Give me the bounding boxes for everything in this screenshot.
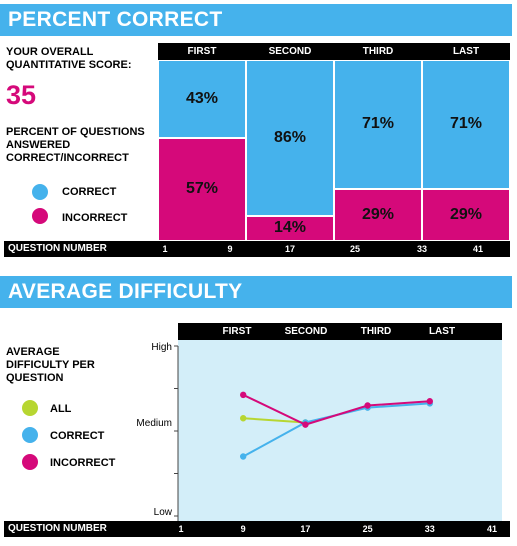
average-difficulty-banner: AVERAGE DIFFICULTY <box>0 276 512 308</box>
question-number-bar-1 <box>4 241 510 257</box>
all-legend-dot <box>22 400 38 416</box>
question-number-label-2: QUESTION NUMBER <box>8 523 107 534</box>
series-point-correct <box>240 453 247 460</box>
series-point-incorrect <box>302 421 309 428</box>
question-tick-1: 9 <box>227 244 233 254</box>
question-tick-2: 25 <box>362 524 373 534</box>
correct-legend-label-2: CORRECT <box>50 430 105 442</box>
percent-correct-banner: PERCENT CORRECT <box>0 4 512 36</box>
incorrect-cell-third: 29% <box>334 188 422 241</box>
header2-third: THIRD <box>360 326 392 337</box>
incorrect-cell-first: 57% <box>158 137 246 241</box>
series-line-all <box>243 417 306 424</box>
y-label-high: High <box>151 342 172 353</box>
header-second: SECOND <box>268 46 312 57</box>
series-point-incorrect <box>240 391 247 399</box>
overall-score-value: 35 <box>6 80 37 110</box>
correct-cell-third: 71% <box>334 60 422 189</box>
correct-cell-last: 71% <box>422 60 510 189</box>
incorrect-cell-last: 29% <box>422 188 510 241</box>
question-tick-2: 33 <box>424 524 435 534</box>
plot-background <box>178 340 502 521</box>
percent-questions-label: PERCENT OF QUESTIONS ANSWERED CORRECT/IN… <box>6 126 145 164</box>
question-number-bar-2 <box>4 521 510 537</box>
correct-legend-dot-2 <box>22 427 38 443</box>
question-number-label-1: QUESTION NUMBER <box>8 243 107 254</box>
incorrect-legend-label: INCORRECT <box>62 212 128 224</box>
question-tick-2: 17 <box>300 524 311 534</box>
all-legend-label: ALL <box>50 403 72 415</box>
incorrect-legend-dot <box>32 208 48 224</box>
incorrect-cell-second: 14% <box>246 215 334 241</box>
correct-cell-first: 43% <box>158 60 246 138</box>
question-tick-1: 41 <box>472 244 484 254</box>
question-tick-1: 33 <box>416 244 428 254</box>
question-tick-1: 1 <box>162 244 168 254</box>
y-label-medium: Medium <box>136 418 172 429</box>
series-point-incorrect <box>364 402 371 409</box>
y-label-low: Low <box>153 507 172 518</box>
header-first: FIRST <box>187 46 217 57</box>
header2-first: FIRST <box>222 326 252 337</box>
avg-difficulty-label: AVERAGE DIFFICULTY PER QUESTION <box>6 346 95 384</box>
series-line-incorrect <box>242 393 430 426</box>
line-header-bar <box>178 323 502 340</box>
header2-second: SECOND <box>284 326 328 337</box>
mosaic-header-bar <box>158 43 510 60</box>
correct-legend-label: CORRECT <box>62 186 117 198</box>
question-tick-2: 1 <box>178 524 184 534</box>
series-point-incorrect <box>426 398 433 405</box>
header-third: THIRD <box>362 46 394 57</box>
overall-score-label: YOUR OVERALL QUANTITATIVE SCORE: <box>6 46 132 71</box>
incorrect-legend-dot-2 <box>22 454 38 470</box>
question-tick-2: 9 <box>240 524 246 534</box>
question-tick-1: 17 <box>284 244 296 254</box>
series-point-all <box>240 415 247 422</box>
incorrect-legend-label-2: INCORRECT <box>50 457 116 469</box>
question-tick-2: 41 <box>486 524 498 534</box>
correct-legend-dot <box>32 184 48 200</box>
correct-cell-second: 86% <box>246 60 334 216</box>
header2-last: LAST <box>428 326 456 337</box>
question-tick-1: 25 <box>349 244 361 254</box>
header-last: LAST <box>452 46 480 57</box>
